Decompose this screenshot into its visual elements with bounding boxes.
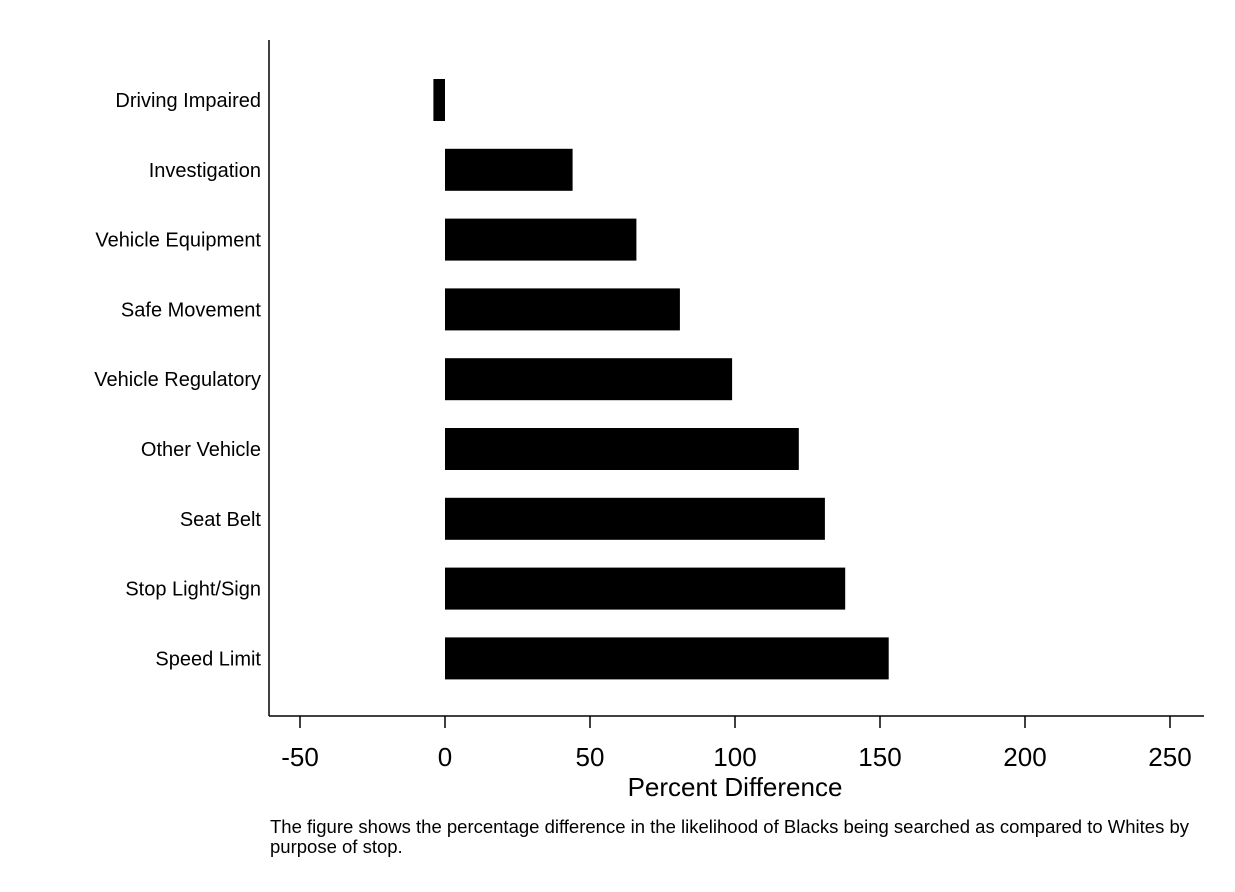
- x-tick-label: 50: [576, 742, 605, 772]
- x-tick-label: -50: [281, 742, 319, 772]
- category-label-driving-impaired: Driving Impaired: [115, 90, 261, 112]
- category-label-safe-movement: Safe Movement: [121, 299, 262, 321]
- x-tick-label: 200: [1003, 742, 1046, 772]
- x-axis-title: Percent Difference: [628, 772, 843, 802]
- category-label-stop-light-sign: Stop Light/Sign: [125, 579, 261, 601]
- bar-seat-belt: [445, 497, 825, 540]
- category-label-speed-limit: Speed Limit: [155, 648, 261, 670]
- bar-safe-movement: [445, 288, 680, 331]
- bar-chart: Driving Impaired Investigation Vehicle Equ…: [94, 40, 1204, 802]
- x-ticks-group: -50 0 50 100 150 200 250: [281, 716, 1192, 772]
- bars-group: [433, 79, 889, 680]
- x-tick-label: 250: [1148, 742, 1191, 772]
- category-label-other-vehicle: Other Vehicle: [141, 439, 261, 461]
- bar-vehicle-equipment: [445, 218, 637, 261]
- category-label-vehicle-regulatory: Vehicle Regulatory: [94, 369, 261, 391]
- bar-speed-limit: [445, 637, 889, 680]
- figure-caption: The figure shows the percentage differen…: [270, 816, 1190, 857]
- category-label-seat-belt: Seat Belt: [180, 509, 262, 531]
- bar-stop-light-sign: [445, 567, 846, 610]
- category-labels-group: Driving Impaired Investigation Vehicle Equ…: [94, 90, 261, 670]
- x-tick-label: 0: [438, 742, 452, 772]
- category-label-vehicle-equipment: Vehicle Equipment: [95, 230, 261, 252]
- x-tick-label: 100: [713, 742, 756, 772]
- bar-driving-impaired: [433, 79, 445, 121]
- bar-vehicle-regulatory: [445, 358, 733, 401]
- x-tick-label: 150: [858, 742, 901, 772]
- bar-investigation: [445, 148, 573, 191]
- category-label-investigation: Investigation: [149, 160, 261, 182]
- bar-other-vehicle: [445, 428, 799, 470]
